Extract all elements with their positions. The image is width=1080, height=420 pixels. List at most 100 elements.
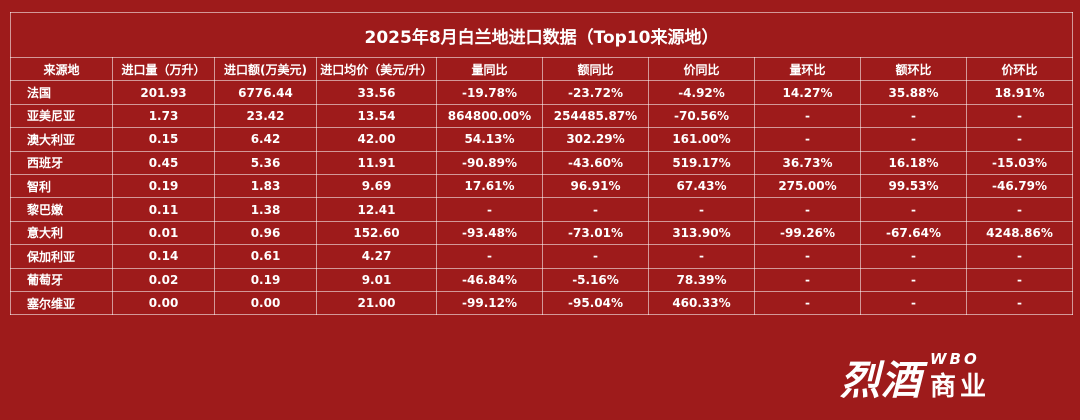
value-cell: -	[860, 244, 967, 269]
value-cell: -5.16%	[542, 267, 649, 292]
value-cell: 152.60	[316, 220, 437, 246]
column-header: 进口额(万美元)	[214, 56, 317, 82]
value-cell: 0.01	[112, 220, 215, 246]
value-cell: -	[648, 244, 755, 269]
value-cell: 1.83	[214, 173, 317, 199]
value-cell: 21.00	[316, 290, 437, 316]
brand-logo: 烈酒 WBO 商业	[840, 346, 1040, 406]
value-cell: 864800.00%	[436, 103, 543, 129]
value-cell: 23.42	[214, 103, 317, 129]
column-header: 进口均价（美元/升）	[316, 56, 437, 82]
table-title: 2025年8月白兰地进口数据（Top10来源地）	[10, 12, 1073, 58]
value-cell: 9.69	[316, 173, 437, 199]
table-row: 亚美尼亚 1.73 23.42 13.54 864800.00% 254485.87% -7…	[10, 103, 1073, 129]
origin-cell: 意大利	[10, 220, 113, 246]
value-cell: 0.00	[214, 290, 317, 316]
value-cell: 0.61	[214, 244, 317, 269]
logo-text-biz: 商业	[930, 372, 991, 402]
table-row: 澳大利亚 0.15 6.42 42.00 54.13% 302.29% 161.00% - - -	[10, 127, 1073, 152]
value-cell: 4.27	[316, 244, 437, 269]
value-cell: -	[966, 267, 1073, 292]
table-row: 塞尔维亚 0.00 0.00 21.00 -99.12% -95.04% 460.33% - -…	[10, 290, 1073, 316]
value-cell: -	[966, 197, 1073, 222]
logo-text-wbo: WBO	[930, 350, 980, 368]
value-cell: 0.00	[112, 290, 215, 316]
value-cell: 6.42	[214, 127, 317, 152]
value-cell: 17.61%	[436, 173, 543, 199]
table-row: 黎巴嫩 0.11 1.38 12.41- - - - - -	[10, 197, 1073, 222]
value-cell: 201.93	[112, 80, 215, 105]
table-row: 法国 201.93 6776.44 33.56 -19.78% -23.72% -4.92%…	[10, 80, 1073, 105]
table-row: 意大利 0.01 0.96 152.60 -93.48% -73.01% 313.90% -9…	[10, 220, 1073, 246]
value-cell: 36.73%	[754, 150, 861, 175]
import-data-table-container: 2025年8月白兰地进口数据（Top10来源地） 来源地 进口量（万升） 进口额…	[10, 12, 1073, 316]
column-header: 价同比	[648, 56, 755, 82]
value-cell: 0.02	[112, 267, 215, 292]
value-cell: -	[966, 290, 1073, 316]
value-cell: -	[648, 197, 755, 222]
value-cell: 0.45	[112, 150, 215, 175]
value-cell: -	[754, 267, 861, 292]
origin-cell: 塞尔维亚	[10, 290, 113, 316]
value-cell: -99.12%	[436, 290, 543, 316]
value-cell: -90.89%	[436, 150, 543, 175]
value-cell: -	[754, 197, 861, 222]
value-cell: 1.38	[214, 197, 317, 222]
value-cell: 0.14	[112, 244, 215, 269]
value-cell: 0.96	[214, 220, 317, 246]
value-cell: 275.00%	[754, 173, 861, 199]
value-cell: 67.43%	[648, 173, 755, 199]
column-header: 来源地	[10, 56, 113, 82]
value-cell: -19.78%	[436, 80, 543, 105]
value-cell: -	[860, 267, 967, 292]
value-cell: -4.92%	[648, 80, 755, 105]
value-cell: 14.27%	[754, 80, 861, 105]
column-header: 进口量（万升）	[112, 56, 215, 82]
value-cell: -46.84%	[436, 267, 543, 292]
logo-text-cn: 烈酒	[840, 357, 922, 404]
import-data-table: 2025年8月白兰地进口数据（Top10来源地） 来源地 进口量（万升） 进口额…	[10, 12, 1073, 316]
value-cell: -	[754, 127, 861, 152]
column-header: 量环比	[754, 56, 861, 82]
column-header: 额同比	[542, 56, 649, 82]
value-cell: 0.15	[112, 127, 215, 152]
origin-cell: 亚美尼亚	[10, 103, 113, 129]
value-cell: 9.01	[316, 267, 437, 292]
value-cell: 13.54	[316, 103, 437, 129]
origin-cell: 澳大利亚	[10, 127, 113, 152]
origin-cell: 智利	[10, 173, 113, 199]
table-row: 智利 0.19 1.83 9.69 17.61% 96.91% 67.43% 275.00% 9…	[10, 173, 1073, 199]
value-cell: -	[754, 290, 861, 316]
value-cell: 16.18%	[860, 150, 967, 175]
table-row: 西班牙 0.45 5.36 11.91 -90.89% -43.60% 519.17% 36.…	[10, 150, 1073, 175]
value-cell: 460.33%	[648, 290, 755, 316]
value-cell: -95.04%	[542, 290, 649, 316]
value-cell: -43.60%	[542, 150, 649, 175]
value-cell: -15.03%	[966, 150, 1073, 175]
value-cell: 0.11	[112, 197, 215, 222]
value-cell: 78.39%	[648, 267, 755, 292]
value-cell: 99.53%	[860, 173, 967, 199]
value-cell: -	[860, 103, 967, 129]
value-cell: -	[860, 290, 967, 316]
value-cell: -23.72%	[542, 80, 649, 105]
value-cell: -	[966, 127, 1073, 152]
value-cell: 254485.87%	[542, 103, 649, 129]
origin-cell: 保加利亚	[10, 244, 113, 269]
value-cell: 11.91	[316, 150, 437, 175]
column-header: 量同比	[436, 56, 543, 82]
value-cell: -	[542, 197, 649, 222]
table-row: 保加利亚 0.14 0.61 4.27- - - - - -	[10, 244, 1073, 269]
value-cell: 33.56	[316, 80, 437, 105]
value-cell: 96.91%	[542, 173, 649, 199]
value-cell: 42.00	[316, 127, 437, 152]
value-cell: 302.29%	[542, 127, 649, 152]
value-cell: 4248.86%	[966, 220, 1073, 246]
column-header: 额环比	[860, 56, 967, 82]
value-cell: -	[860, 197, 967, 222]
origin-cell: 西班牙	[10, 150, 113, 175]
value-cell: -	[966, 103, 1073, 129]
value-cell: 0.19	[214, 267, 317, 292]
value-cell: 313.90%	[648, 220, 755, 246]
value-cell: -	[860, 127, 967, 152]
